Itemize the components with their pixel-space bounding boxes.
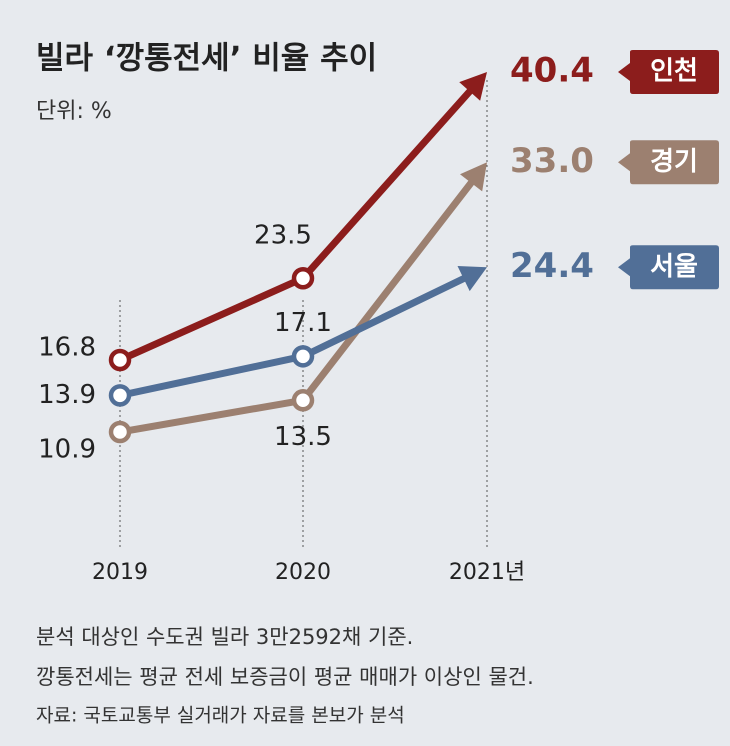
point-marker [291, 389, 315, 412]
data-label: 13.9 [38, 380, 96, 410]
data-label: 17.1 [274, 308, 332, 338]
legend-box [618, 140, 719, 185]
footnote: 분석 대상인 수도권 빌라 3만2592채 기준. [36, 625, 413, 649]
x-tick-label: 2019 [92, 560, 148, 585]
arrowhead [460, 162, 487, 192]
end-value-label: 33.0 [510, 141, 594, 181]
legend-label: 서울 [650, 252, 698, 282]
data-label: 23.5 [254, 221, 312, 251]
point-marker [108, 420, 132, 444]
legend-label: 경기 [650, 147, 698, 177]
x-tick-label: 2021년 [449, 560, 525, 585]
point-marker [291, 266, 315, 290]
arrowhead [457, 265, 487, 292]
legend-box [618, 245, 719, 290]
data-label: 13.5 [274, 422, 332, 452]
legend-label: 인천 [650, 57, 698, 87]
point-marker [108, 384, 132, 407]
arrowhead [459, 72, 487, 101]
data-label: 10.9 [38, 435, 96, 465]
end-value-label: 40.4 [510, 51, 594, 91]
point-marker [108, 348, 132, 372]
footnote: 자료: 국토교통부 실거래가 자료를 본보가 분석 [36, 705, 405, 727]
x-tick-label: 2020 [275, 560, 331, 585]
chart-title: 빌라 ‘깡통전세’ 비율 추이 [36, 41, 377, 77]
point-marker [291, 345, 315, 368]
data-label: 16.8 [38, 333, 96, 363]
footnote: 깡통전세는 평균 전세 보증금이 평균 매매가 이상인 물건. [36, 665, 534, 689]
legend-box [618, 50, 719, 94]
end-value-label: 24.4 [510, 246, 594, 286]
unit-label: 단위: % [36, 99, 112, 124]
